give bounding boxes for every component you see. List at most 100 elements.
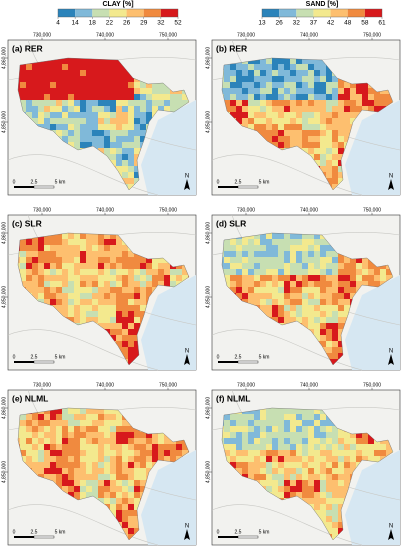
raster-cell (74, 100, 80, 106)
raster-cell (176, 196, 182, 202)
raster-cell (86, 408, 92, 414)
raster-cell (98, 474, 104, 480)
raster-cell (68, 58, 74, 64)
water (345, 450, 400, 545)
raster-cell (242, 444, 248, 450)
raster-cell (296, 239, 302, 245)
raster-cell (224, 371, 230, 377)
north-arrow (388, 354, 394, 365)
raster-cell (272, 408, 278, 414)
raster-cell (266, 257, 272, 263)
raster-cell (284, 196, 290, 202)
raster-cell (32, 281, 38, 287)
raster-cell (248, 263, 254, 269)
raster-cell (278, 371, 284, 377)
raster-cell (230, 281, 236, 287)
raster-cell (86, 269, 92, 275)
raster-cell (68, 76, 74, 82)
raster-cell (74, 130, 80, 136)
raster-cell (50, 438, 56, 444)
raster-cell (62, 311, 68, 317)
raster-cell (332, 347, 338, 353)
raster-cell (92, 371, 98, 377)
raster-cell (56, 371, 62, 377)
raster-cell (284, 468, 290, 474)
raster-cell (140, 468, 146, 474)
raster-cell (320, 166, 326, 172)
raster-cell (302, 462, 308, 468)
raster-cell (296, 70, 302, 76)
raster-cell (248, 124, 254, 130)
raster-cell (284, 82, 290, 88)
raster-cell (104, 498, 110, 504)
raster-cell (20, 432, 26, 438)
raster-cell (314, 438, 320, 444)
raster-cell (20, 438, 26, 444)
raster-cell (38, 245, 44, 251)
raster-cell (320, 335, 326, 341)
raster-cell (296, 432, 302, 438)
raster-cell (260, 245, 266, 251)
raster-cell (338, 371, 344, 377)
raster-cell (188, 546, 194, 550)
raster-cell (92, 251, 98, 257)
raster-cell (296, 311, 302, 317)
raster-cell (308, 480, 314, 486)
raster-cell (80, 257, 86, 263)
raster-cell (302, 420, 308, 426)
raster-cell (32, 263, 38, 269)
boundary (17, 232, 190, 366)
raster-cell (242, 118, 248, 124)
raster-cell (92, 468, 98, 474)
raster-cell (74, 275, 80, 281)
raster-cell (224, 275, 230, 281)
raster-cell (140, 118, 146, 124)
raster-cell (290, 118, 296, 124)
raster-cell (128, 118, 134, 124)
raster-cell (254, 287, 260, 293)
raster-cell (62, 486, 68, 492)
raster-cell (140, 130, 146, 136)
raster-cell (50, 468, 56, 474)
raster-cell (92, 245, 98, 251)
legend-frame (57, 8, 179, 18)
raster-cell (296, 305, 302, 311)
raster-cell (344, 281, 350, 287)
raster-cell (8, 196, 14, 202)
raster-cell (338, 118, 344, 124)
raster-cell (326, 263, 332, 269)
raster-cell (38, 546, 44, 550)
raster-cell (92, 269, 98, 275)
raster-cell (212, 371, 218, 377)
raster-cell (140, 263, 146, 269)
raster-cell (176, 94, 182, 100)
raster-cell (68, 88, 74, 94)
raster-cell (74, 106, 80, 112)
raster-cell (38, 263, 44, 269)
raster-cell (260, 263, 266, 269)
raster-cell (122, 257, 128, 263)
raster-cell (116, 136, 122, 142)
raster-cell (116, 335, 122, 341)
raster-cell (74, 492, 80, 498)
x-coord-label: 730,000 (33, 382, 51, 388)
raster-cell (278, 287, 284, 293)
raster-cell (32, 438, 38, 444)
raster-cell (98, 480, 104, 486)
north-arrow (388, 179, 394, 190)
raster-cell (332, 142, 338, 148)
raster-cell (86, 438, 92, 444)
raster-cell (32, 546, 38, 550)
raster-cell (44, 426, 50, 432)
raster-cell (140, 293, 146, 299)
raster-cell (152, 196, 158, 202)
raster-cell (314, 100, 320, 106)
raster-cell (152, 371, 158, 377)
raster-cell (74, 251, 80, 257)
raster-cell (134, 178, 140, 184)
raster-cell (92, 492, 98, 498)
raster-cell (296, 100, 302, 106)
raster-cell (68, 426, 74, 432)
